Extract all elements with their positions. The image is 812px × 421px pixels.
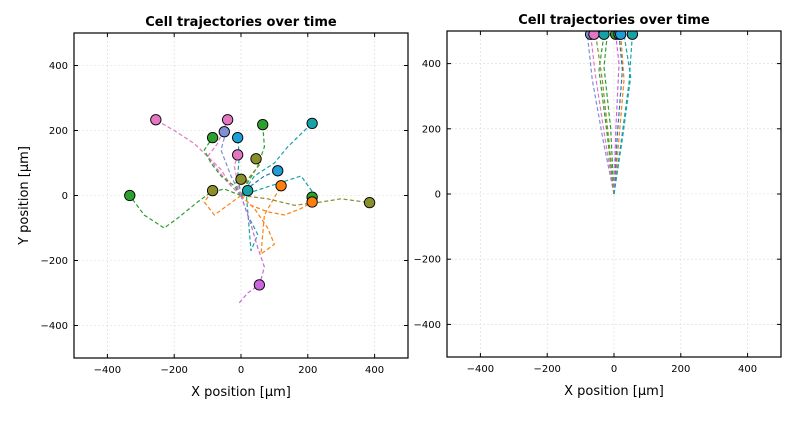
trajectory-line-6 — [613, 34, 633, 195]
trajectory-line-5 — [613, 34, 625, 195]
chart-panel-2: −400 −200 0 200 400 −400 −200 0 200 400 Cell traje… — [414, 13, 782, 399]
y-tick-label: −400 — [41, 321, 68, 332]
y-tick-label: 400 — [422, 59, 441, 70]
x-tick-label: −200 — [533, 364, 560, 375]
chart-title: Cell trajectories over time — [145, 15, 337, 30]
trajectory-line-17 — [238, 195, 266, 304]
trajectory-line-13 — [240, 194, 370, 206]
trajectory-endpoint-marker — [275, 180, 287, 192]
trajectory-endpoint-marker — [206, 184, 219, 197]
plot-area — [584, 31, 639, 195]
y-tick-label: −200 — [414, 255, 441, 266]
x-tick-label: 400 — [365, 365, 384, 376]
y-tick-label: 200 — [49, 126, 68, 137]
x-tick-label: 0 — [238, 365, 244, 376]
trajectory-endpoint-marker — [150, 114, 162, 126]
trajectory-endpoint-marker — [206, 131, 219, 144]
trajectory-endpoint-marker — [615, 31, 627, 40]
x-tick-label: 400 — [738, 364, 757, 375]
y-tick-label: −200 — [41, 256, 68, 267]
trajectory-endpoint-marker — [221, 114, 234, 126]
trajectory-endpoint-marker — [242, 184, 254, 197]
trajectory-endpoint-marker — [124, 189, 136, 202]
y-tick-label: 0 — [435, 190, 441, 201]
trajectory-endpoint-marker — [306, 196, 318, 208]
x-tick-label: −200 — [160, 365, 187, 376]
trajectory-endpoint-marker — [257, 119, 269, 131]
x-tick-label: −400 — [94, 365, 121, 376]
x-axis-label: X position [μm] — [564, 384, 664, 399]
trajectory-endpoint-marker — [598, 31, 610, 40]
trajectory-line-4 — [603, 34, 615, 195]
trajectory-line-10 — [613, 34, 632, 195]
x-tick-label: 200 — [298, 365, 317, 376]
chart-panel-1: −400 −200 0 200 400 −400 −200 0 200 400 Cell traje… — [17, 15, 409, 400]
trajectory-line-12 — [203, 190, 242, 216]
x-tick-label: 200 — [671, 364, 690, 375]
trajectory-line-10 — [240, 185, 282, 256]
trajectory-endpoint-marker — [232, 131, 244, 144]
trajectory-line-20 — [233, 154, 242, 196]
trajectory-endpoint-marker — [250, 153, 262, 165]
trajectory-endpoint-marker — [306, 117, 318, 130]
y-axis-label: Y position [μm] — [17, 146, 32, 246]
y-tick-label: 400 — [49, 61, 68, 72]
trajectory-line-1 — [586, 34, 615, 195]
trajectory-line-7 — [613, 34, 624, 195]
trajectory-line-7 — [240, 122, 313, 196]
x-tick-label: 0 — [611, 364, 617, 375]
trajectory-endpoint-marker — [626, 31, 639, 40]
trajectory-line-9 — [613, 34, 620, 195]
y-tick-label: −400 — [414, 320, 441, 331]
plot-area — [124, 114, 376, 304]
trajectory-line-9 — [237, 136, 242, 196]
trajectory-endpoint-marker — [232, 149, 244, 161]
trajectory-endpoint-marker — [218, 126, 230, 138]
y-tick-label: 200 — [422, 124, 441, 135]
trajectory-line-11 — [240, 195, 313, 216]
trajectory-line-1 — [155, 119, 242, 196]
x-tick-label: −400 — [467, 364, 494, 375]
trajectory-line-16 — [220, 131, 242, 196]
trajectory-line-2 — [590, 34, 615, 195]
chart-title: Cell trajectories over time — [518, 13, 710, 28]
trajectory-line-8 — [595, 34, 615, 195]
trajectory-line-4 — [203, 137, 242, 196]
trajectory-line-2 — [206, 119, 242, 196]
trajectory-endpoint-marker — [235, 173, 247, 185]
x-axis-label: X position [μm] — [191, 385, 291, 400]
trajectory-endpoint-marker — [253, 279, 266, 291]
trajectory-endpoint-marker — [363, 196, 376, 209]
trajectory-line-3 — [129, 188, 242, 229]
y-tick-label: 0 — [62, 191, 68, 202]
trajectory-endpoint-marker — [272, 165, 284, 177]
